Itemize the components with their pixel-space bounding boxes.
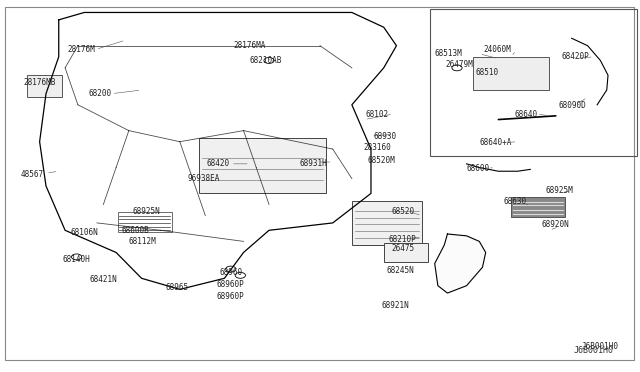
Text: 68210P: 68210P xyxy=(389,235,417,244)
Text: 26479M: 26479M xyxy=(445,60,473,70)
Text: 68921N: 68921N xyxy=(381,301,409,311)
Text: 24060M: 24060M xyxy=(483,45,511,54)
Text: 68510: 68510 xyxy=(476,68,499,77)
Text: 68931H: 68931H xyxy=(300,159,328,169)
Text: 68600B: 68600B xyxy=(122,226,149,235)
Text: 68140H: 68140H xyxy=(63,255,90,264)
Text: 48567: 48567 xyxy=(20,170,44,179)
Text: 68600: 68600 xyxy=(467,164,490,173)
Text: 68925N: 68925N xyxy=(133,207,161,217)
Text: J6B001H0: J6B001H0 xyxy=(582,342,619,351)
Text: 68090D: 68090D xyxy=(559,101,586,110)
FancyBboxPatch shape xyxy=(352,201,422,245)
Text: 68420: 68420 xyxy=(207,159,230,169)
FancyBboxPatch shape xyxy=(27,75,62,97)
Text: 68960: 68960 xyxy=(220,268,243,277)
Text: 28176MA: 28176MA xyxy=(234,41,266,50)
Text: 68102: 68102 xyxy=(366,109,389,119)
Text: 68513M: 68513M xyxy=(435,49,463,58)
Text: 26475: 26475 xyxy=(391,244,415,253)
Text: 68920N: 68920N xyxy=(542,220,570,229)
Text: 68640+A: 68640+A xyxy=(480,138,512,147)
Text: 68210AB: 68210AB xyxy=(250,56,282,65)
Text: J6B001H0: J6B001H0 xyxy=(573,346,613,355)
FancyBboxPatch shape xyxy=(473,57,549,90)
Text: 68112M: 68112M xyxy=(129,237,157,246)
Text: 28176M: 28176M xyxy=(67,45,95,54)
Text: 68106N: 68106N xyxy=(70,228,98,237)
Text: 68420P: 68420P xyxy=(561,52,589,61)
Text: 68245N: 68245N xyxy=(387,266,414,275)
Polygon shape xyxy=(435,234,486,293)
Text: 68630: 68630 xyxy=(504,197,527,206)
Text: 68930: 68930 xyxy=(373,132,397,141)
Text: 68520: 68520 xyxy=(391,207,415,217)
Text: 68925M: 68925M xyxy=(546,186,573,195)
FancyBboxPatch shape xyxy=(384,243,428,262)
Text: 68421N: 68421N xyxy=(90,275,117,283)
FancyBboxPatch shape xyxy=(511,197,565,217)
Text: 68965: 68965 xyxy=(165,283,188,292)
Text: 68520M: 68520M xyxy=(367,155,395,165)
Text: 96938EA: 96938EA xyxy=(188,174,220,183)
Text: 28176MB: 28176MB xyxy=(24,78,56,87)
Text: 68960P: 68960P xyxy=(217,280,244,289)
Text: 68200: 68200 xyxy=(88,89,112,98)
Text: 68640: 68640 xyxy=(515,109,538,119)
Text: 68960P: 68960P xyxy=(217,292,244,301)
Text: 283160: 283160 xyxy=(364,143,391,152)
FancyBboxPatch shape xyxy=(199,138,326,193)
